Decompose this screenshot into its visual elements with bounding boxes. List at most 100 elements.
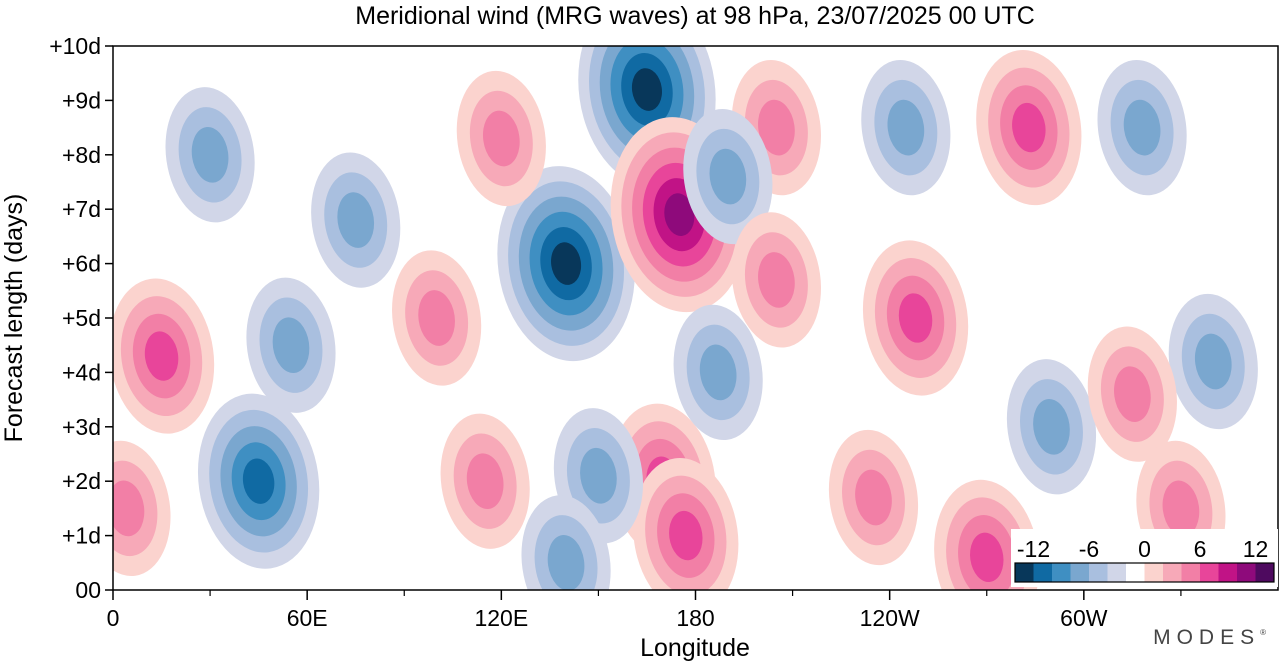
contour-level bbox=[1162, 480, 1200, 537]
colorbar-swatch bbox=[1218, 563, 1238, 582]
contour-level bbox=[699, 344, 737, 401]
colorbar-swatch bbox=[1052, 563, 1071, 582]
contour-level bbox=[272, 317, 310, 374]
y-tick-label: +9d bbox=[62, 87, 101, 113]
y-tick-label: 00 bbox=[75, 577, 101, 603]
y-axis: 00 +1d +2d +3d +4d +5d +6d +7d +8d +9d +10d bbox=[49, 33, 113, 603]
contour-level bbox=[547, 534, 585, 590]
y-tick-label: +8d bbox=[62, 142, 101, 168]
positive-anomaly-18 bbox=[440, 413, 530, 549]
contour-level bbox=[580, 447, 617, 504]
contour-level bbox=[191, 126, 229, 183]
modes-logo-text: MODES bbox=[1153, 626, 1261, 649]
contour-level bbox=[1012, 102, 1046, 153]
negative-anomaly-27 bbox=[311, 152, 401, 288]
colorbar-label: -6 bbox=[1079, 536, 1099, 562]
positive-anomaly-10 bbox=[976, 50, 1082, 206]
negative-anomaly-19 bbox=[165, 87, 255, 223]
colorbar-label: 0 bbox=[1138, 536, 1151, 562]
x-tick-label: 60W bbox=[1060, 605, 1108, 631]
chart-title: Meridional wind (MRG waves) at 98 hPa, 2… bbox=[355, 2, 1035, 30]
contour-level bbox=[758, 99, 795, 156]
y-axis-label: Forecast length (days) bbox=[0, 194, 28, 443]
colorbar-swatch bbox=[1200, 563, 1219, 582]
contour-level bbox=[482, 110, 520, 167]
negative-anomaly-20 bbox=[861, 59, 951, 196]
positive-anomaly-26 bbox=[828, 429, 919, 566]
colorbar-swatch bbox=[1070, 563, 1090, 582]
contour-level bbox=[1114, 366, 1151, 423]
positive-anomaly-25 bbox=[731, 212, 821, 348]
x-axis-label: Longitude bbox=[640, 634, 750, 662]
colorbar-swatch bbox=[1126, 563, 1145, 582]
negative-anomaly-5 bbox=[197, 393, 320, 569]
positive-anomaly-15 bbox=[1087, 326, 1177, 462]
negative-anomaly-1 bbox=[497, 166, 635, 362]
x-tick-label: 120E bbox=[474, 605, 528, 631]
negative-anomaly-13 bbox=[1097, 59, 1187, 196]
colorbar-swatch bbox=[1237, 563, 1256, 582]
positive-anomaly-7 bbox=[392, 250, 482, 386]
colorbar-legend: -12 -6 0 6 12 bbox=[1011, 529, 1278, 587]
contour-level bbox=[1194, 333, 1232, 390]
contour-level bbox=[418, 290, 455, 346]
positive-anomaly-17 bbox=[456, 70, 546, 207]
colorbar-frame bbox=[1014, 562, 1275, 583]
colorbar-swatch bbox=[1015, 563, 1034, 582]
colorbar-label: 12 bbox=[1243, 536, 1269, 562]
colorbar-swatch bbox=[1255, 563, 1275, 582]
x-tick-label: 180 bbox=[676, 605, 714, 631]
x-tick-label: 60E bbox=[287, 605, 328, 631]
negative-anomaly-22 bbox=[673, 304, 763, 441]
colorbar-swatch bbox=[1089, 563, 1108, 582]
contour-level bbox=[669, 510, 703, 561]
contour-level bbox=[898, 293, 933, 343]
positive-anomaly-4 bbox=[633, 458, 739, 590]
contour-level bbox=[337, 192, 375, 248]
colorbar-label: 6 bbox=[1194, 536, 1207, 562]
colorbar-swatch bbox=[1144, 563, 1164, 582]
contour-level bbox=[144, 331, 179, 381]
contour-level bbox=[551, 242, 582, 285]
positive-anomaly-11 bbox=[934, 479, 1040, 590]
contour-level bbox=[631, 68, 662, 111]
positive-anomaly-9 bbox=[862, 240, 969, 396]
x-axis: 0 60E 120E 180 120W 60W bbox=[107, 590, 1182, 631]
negative-anomaly-14 bbox=[1168, 293, 1258, 430]
contour-level bbox=[855, 469, 892, 526]
colorbar-swatch bbox=[1033, 563, 1053, 582]
colorbar-swatch bbox=[1181, 563, 1201, 582]
y-tick-label: +5d bbox=[62, 305, 101, 331]
y-tick-label: +2d bbox=[62, 468, 101, 494]
negative-anomaly-21 bbox=[683, 108, 773, 245]
y-tick-label: +3d bbox=[62, 414, 101, 440]
positive-anomaly-29 bbox=[113, 440, 171, 577]
contour-level bbox=[242, 458, 275, 504]
negative-anomaly-24 bbox=[521, 495, 611, 590]
contour-field bbox=[113, 46, 1258, 590]
y-tick-label: +10d bbox=[49, 33, 101, 59]
y-tick-label: +4d bbox=[62, 359, 101, 385]
y-tick-label: +6d bbox=[62, 251, 101, 277]
x-tick-label: 0 bbox=[107, 605, 120, 631]
registered-mark-icon: ® bbox=[1260, 628, 1266, 637]
colorbar-swatch bbox=[1107, 563, 1127, 582]
contour-level bbox=[970, 532, 1004, 583]
contour-level bbox=[1123, 99, 1161, 156]
contour-level bbox=[113, 480, 145, 537]
negative-anomaly-12 bbox=[1006, 359, 1097, 495]
contour-level bbox=[466, 453, 504, 510]
colorbar-label: -12 bbox=[1017, 536, 1050, 562]
modes-logo: MODES® bbox=[1153, 626, 1266, 650]
colorbar-swatch bbox=[1163, 563, 1182, 582]
contour-level bbox=[709, 148, 747, 205]
contour-level bbox=[1033, 398, 1070, 455]
y-tick-label: +7d bbox=[62, 196, 101, 222]
contour-level bbox=[887, 99, 925, 156]
y-tick-label: +1d bbox=[62, 523, 101, 549]
positive-anomaly-6 bbox=[113, 278, 215, 434]
contour-level bbox=[758, 252, 795, 308]
negative-anomaly-8 bbox=[246, 277, 336, 413]
x-tick-label: 120W bbox=[860, 605, 920, 631]
